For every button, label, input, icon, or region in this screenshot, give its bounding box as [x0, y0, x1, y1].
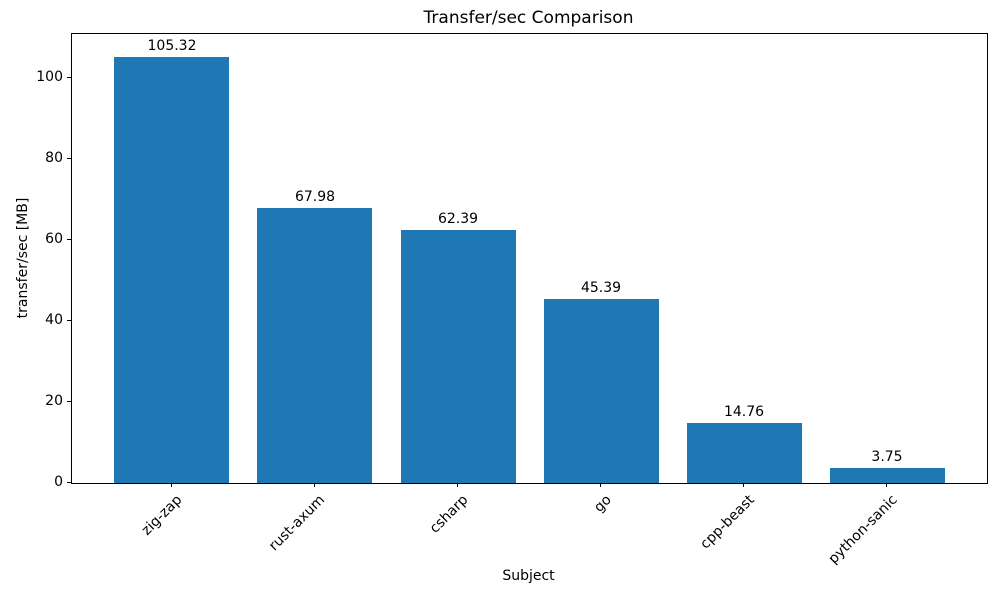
y-tick-mark [67, 77, 71, 78]
bar-value-label: 62.39 [437, 211, 479, 227]
bar-rust-axum [257, 208, 372, 483]
bar-value-label: 67.98 [294, 189, 336, 205]
x-tick-label: zig-zap [138, 492, 186, 539]
bar-value-label: 105.32 [147, 38, 197, 54]
y-tick-label: 60 [45, 231, 63, 247]
x-axis-label: Subject [502, 568, 555, 584]
x-tick-label: python-sanic [825, 492, 901, 568]
x-tick-label: go [590, 492, 615, 516]
x-tick-mark [457, 483, 458, 487]
x-tick-label: rust-axum [266, 492, 329, 555]
bar-value-label: 14.76 [723, 404, 765, 420]
plot-area: 105.32 67.98 62.39 45.39 14.76 3.75 [71, 33, 988, 484]
x-tick-mark [886, 483, 887, 487]
y-tick-mark [67, 158, 71, 159]
y-tick-label: 0 [54, 474, 63, 490]
x-tick-mark [743, 483, 744, 487]
x-tick-mark [171, 483, 172, 487]
y-tick-label: 20 [45, 393, 63, 409]
bar-python-sanic [830, 468, 945, 483]
bar-value-label: 45.39 [580, 280, 622, 296]
y-tick-mark [67, 320, 71, 321]
y-axis-label: transfer/sec [MB] [15, 197, 31, 319]
y-tick-label: 80 [45, 150, 63, 166]
x-tick-mark [600, 483, 601, 487]
x-tick-mark [314, 483, 315, 487]
bar-value-label: 3.75 [871, 449, 903, 465]
bar-zig-zap [114, 57, 229, 483]
y-tick-mark [67, 401, 71, 402]
bar-go [544, 299, 659, 483]
y-tick-label: 40 [45, 312, 63, 328]
x-tick-label: csharp [426, 492, 472, 537]
bar-csharp [401, 230, 516, 483]
chart-title: Transfer/sec Comparison [423, 8, 634, 28]
x-tick-label: cpp-beast [696, 492, 758, 553]
y-tick-mark [67, 482, 71, 483]
bar-cpp-beast [687, 423, 802, 483]
y-tick-label: 100 [36, 69, 63, 85]
y-tick-mark [67, 239, 71, 240]
